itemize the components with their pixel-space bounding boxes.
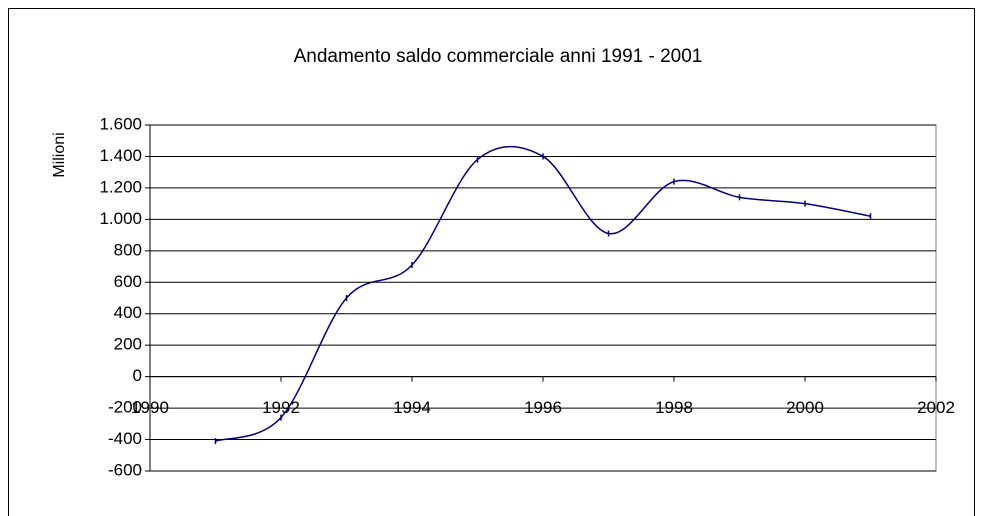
y-tick-label: -200 xyxy=(108,398,142,417)
y-tick-label: 400 xyxy=(114,303,142,322)
x-tick-label: 1992 xyxy=(262,398,300,417)
chart-title: Andamento saldo commerciale anni 1991 - … xyxy=(294,46,703,67)
x-tick-label: 1994 xyxy=(393,398,431,417)
x-tick-label: 1990 xyxy=(131,398,169,417)
y-tick-label: 1.600 xyxy=(99,114,142,133)
x-tick-label: 1996 xyxy=(524,398,562,417)
y-tick-label: 1.000 xyxy=(99,209,142,228)
y-tick-label: 800 xyxy=(114,240,142,259)
y-tick-label: 600 xyxy=(114,272,142,291)
plot-area xyxy=(149,124,937,472)
x-tick-label: 2000 xyxy=(786,398,824,417)
y-axis-label: Milioni xyxy=(51,132,68,177)
y-tick-label: -600 xyxy=(108,460,142,479)
y-tick-label: 1.200 xyxy=(99,177,142,196)
x-tick-label: 1998 xyxy=(655,398,693,417)
y-tick-label: 200 xyxy=(114,335,142,354)
x-tick-label: 2002 xyxy=(917,398,955,417)
y-tick-label: 0 xyxy=(133,366,142,385)
series-line xyxy=(215,145,871,442)
y-tick-label: -400 xyxy=(108,429,142,448)
y-tick-label: 1.400 xyxy=(99,146,142,165)
